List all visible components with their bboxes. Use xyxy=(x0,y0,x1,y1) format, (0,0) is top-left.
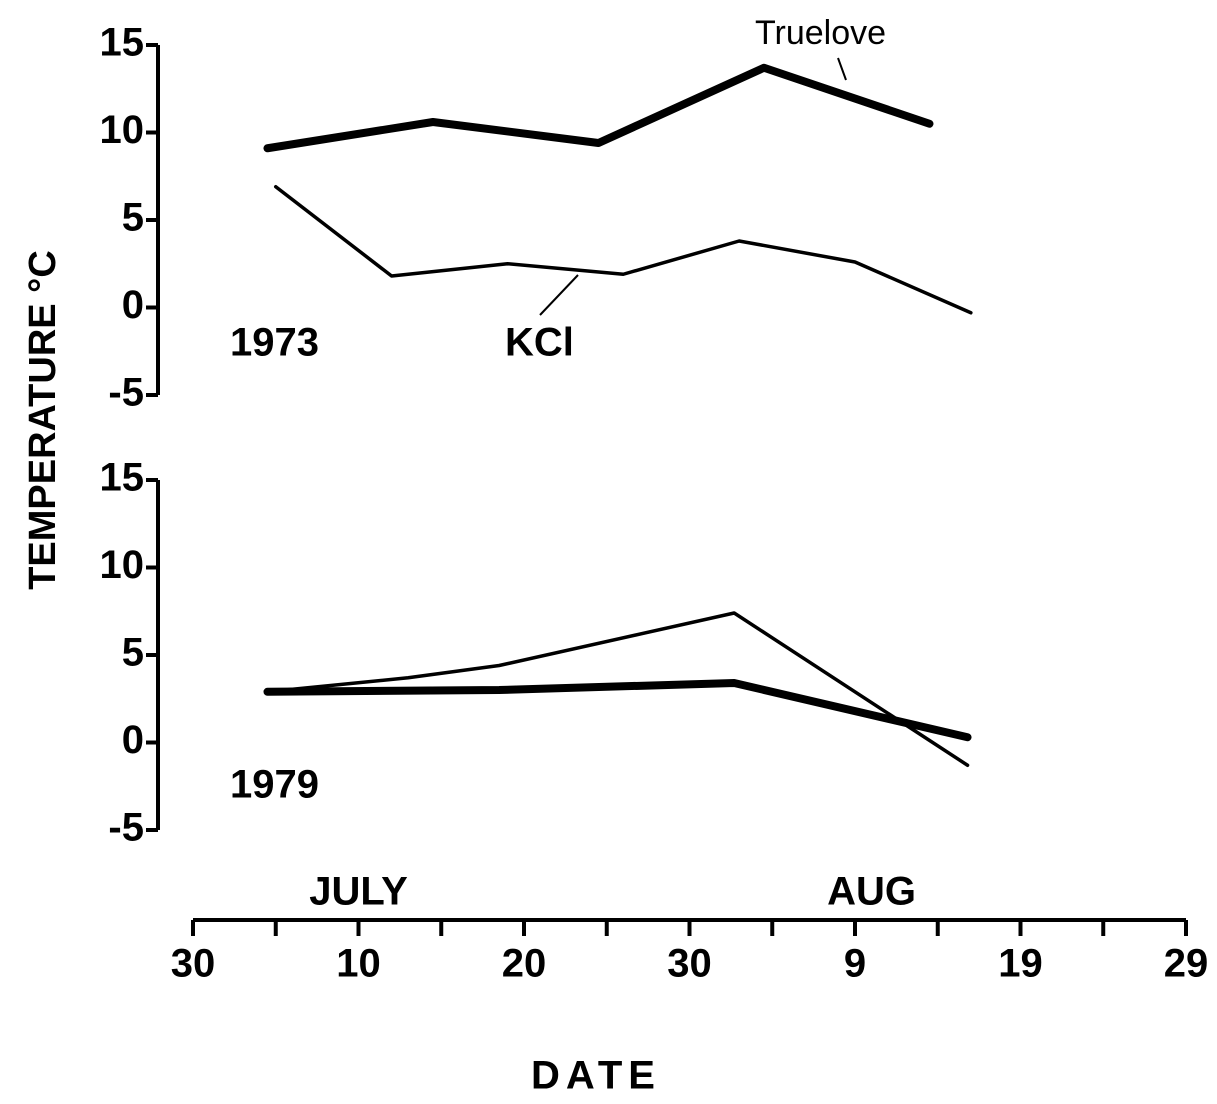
series-line xyxy=(265,611,970,767)
y-axis-label: TEMPERATURE °C xyxy=(22,250,64,590)
y-tick-label: -5 xyxy=(108,371,144,415)
y-tick-label: 0 xyxy=(122,718,144,762)
x-tick-label: 19 xyxy=(998,942,1043,986)
month-label: JULY xyxy=(309,870,408,914)
y-tick-label: 0 xyxy=(122,283,144,327)
y-tick-label: 5 xyxy=(122,196,144,240)
series-label: KCl xyxy=(505,321,574,365)
y-tick-label: 15 xyxy=(100,21,145,65)
y-tick-label: 10 xyxy=(100,543,145,587)
y-tick-label: 10 xyxy=(100,108,145,152)
leader-line xyxy=(539,274,579,316)
series-line xyxy=(263,63,934,153)
leader-line xyxy=(837,57,847,81)
series-line xyxy=(274,185,973,315)
x-axis-label: DATE xyxy=(531,1054,661,1098)
y-tick-label: 5 xyxy=(122,631,144,675)
month-label: AUG xyxy=(827,870,916,914)
y-tick-label: -5 xyxy=(108,806,144,850)
y-tick-label: 15 xyxy=(100,456,145,500)
x-tick-label: 30 xyxy=(667,942,712,986)
x-tick-label: 20 xyxy=(502,942,547,986)
series-label: Truelove xyxy=(755,14,886,52)
series-line xyxy=(263,679,972,742)
panel-label: 1973 xyxy=(230,321,319,365)
x-tick-label: 29 xyxy=(1164,942,1209,986)
x-tick-label: 30 xyxy=(171,942,216,986)
x-tick-label: 10 xyxy=(336,942,381,986)
x-tick-label: 9 xyxy=(844,942,866,986)
panel-label: 1979 xyxy=(230,763,319,807)
